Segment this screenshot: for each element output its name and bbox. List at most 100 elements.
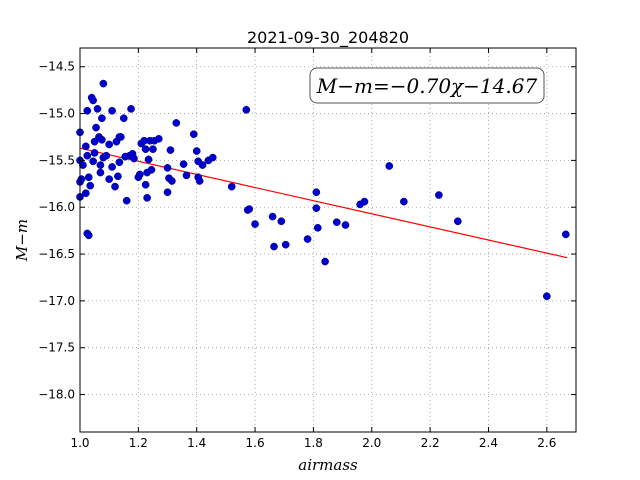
- data-point: [84, 231, 93, 240]
- data-point: [195, 177, 204, 185]
- data-point: [122, 196, 131, 205]
- data-point: [312, 188, 321, 197]
- data-point: [83, 106, 92, 115]
- data-point: [86, 181, 95, 190]
- data-point: [127, 105, 135, 113]
- data-point: [84, 173, 93, 182]
- x-tick-label: 2.0: [362, 436, 381, 450]
- data-point: [114, 172, 122, 181]
- data-point: [179, 160, 188, 168]
- data-point: [321, 257, 329, 266]
- data-point: [168, 177, 176, 185]
- data-point: [144, 155, 153, 164]
- data-points: [76, 79, 570, 301]
- x-tick-label: 1.8: [304, 436, 323, 450]
- y-tick-label: −15.5: [38, 153, 75, 167]
- data-point: [227, 182, 236, 191]
- legend-frame: [309, 67, 545, 104]
- fit-line-layer: [79, 147, 568, 259]
- data-point: [81, 189, 90, 198]
- x-tick-label: 2.6: [537, 436, 556, 450]
- data-point: [130, 154, 138, 163]
- data-point: [93, 105, 102, 113]
- data-point: [149, 145, 157, 154]
- data-point: [105, 175, 114, 183]
- y-tick-label: −16.0: [38, 200, 75, 214]
- data-point: [166, 146, 175, 154]
- x-axis-label: airmass: [298, 456, 358, 474]
- data-point: [81, 142, 90, 151]
- data-point: [143, 194, 151, 202]
- axis-ticks: 1.0 1.2 1.4 1.6 1.8 2.0 2.2 2.4 2.6 −14.5 −15.0 −15…: [38, 48, 576, 450]
- data-point: [163, 164, 172, 172]
- data-point: [116, 133, 125, 141]
- data-point: [245, 205, 254, 213]
- data-point: [99, 79, 108, 88]
- x-tick-label: 1.4: [187, 436, 206, 450]
- data-point: [435, 191, 443, 199]
- data-point: [385, 162, 394, 170]
- data-point: [77, 175, 86, 183]
- data-point: [119, 114, 128, 123]
- y-tick-label: −17.0: [38, 294, 75, 308]
- data-point: [270, 242, 278, 251]
- y-tick-label: −17.5: [38, 341, 75, 355]
- data-point: [115, 158, 124, 167]
- data-point: [313, 223, 322, 232]
- data-point: [251, 220, 259, 228]
- y-tick-label: −16.5: [38, 247, 75, 261]
- y-axis-label: M−m: [13, 219, 31, 262]
- data-point: [341, 221, 350, 229]
- x-tick-label: 2.2: [421, 436, 440, 450]
- chart-title: 2021-09-30_204820: [247, 28, 409, 48]
- x-tick-label: 1.6: [246, 436, 265, 450]
- data-point: [96, 161, 105, 169]
- data-point: [189, 130, 198, 139]
- data-point: [89, 157, 97, 166]
- data-point: [90, 137, 99, 146]
- data-point: [108, 163, 116, 171]
- data-point: [277, 217, 286, 226]
- grid-lines: [80, 48, 576, 432]
- fit-line: [79, 147, 568, 259]
- data-point: [79, 161, 87, 169]
- data-point: [90, 149, 99, 157]
- data-point: [268, 212, 277, 221]
- y-tick-label: −14.5: [38, 60, 75, 74]
- data-point: [135, 170, 144, 179]
- data-point: [303, 235, 312, 243]
- data-point: [360, 197, 369, 206]
- data-point: [83, 151, 92, 160]
- data-point: [163, 188, 172, 197]
- fit-equation: M−m=−0.70χ−14.67: [316, 74, 538, 98]
- data-point: [102, 151, 111, 160]
- x-tick-label: 1.2: [129, 436, 148, 450]
- data-point: [453, 217, 462, 226]
- data-point: [192, 147, 201, 155]
- data-point: [312, 204, 321, 213]
- y-tick-label: −15.0: [38, 107, 75, 121]
- y-tick-label: −18.0: [38, 388, 75, 402]
- data-point: [154, 134, 163, 143]
- x-tick-label: 2.4: [479, 436, 498, 450]
- data-point: [400, 197, 408, 206]
- data-point: [182, 171, 191, 180]
- data-point: [147, 165, 156, 174]
- data-point: [542, 292, 551, 301]
- data-point: [208, 153, 217, 162]
- data-point: [89, 96, 97, 105]
- data-point: [242, 105, 251, 114]
- data-point: [111, 182, 119, 191]
- data-point: [96, 168, 105, 177]
- data-point: [198, 161, 207, 169]
- data-point: [105, 140, 114, 149]
- data-point: [108, 106, 116, 115]
- data-point: [141, 180, 150, 189]
- x-tick-label: 1.0: [70, 436, 89, 450]
- data-point: [561, 230, 570, 239]
- data-point: [141, 145, 150, 154]
- data-point: [172, 119, 181, 127]
- fit-legend-box: M−m=−0.70χ−14.67: [309, 67, 545, 104]
- data-point: [281, 240, 290, 249]
